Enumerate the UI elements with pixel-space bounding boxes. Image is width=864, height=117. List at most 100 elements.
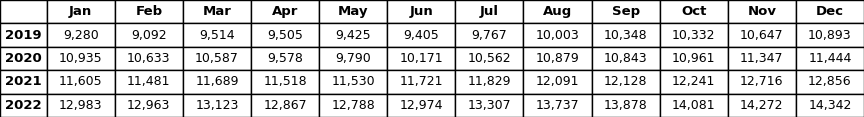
Text: 13,878: 13,878	[604, 99, 647, 112]
Text: Aug: Aug	[543, 5, 572, 18]
Text: 12,963: 12,963	[127, 99, 170, 112]
Bar	[115, 70, 183, 94]
Text: 9,767: 9,767	[472, 29, 507, 42]
Bar	[455, 94, 524, 117]
Bar	[727, 0, 796, 23]
Bar	[524, 23, 592, 47]
Text: 10,003: 10,003	[536, 29, 580, 42]
Bar	[727, 47, 796, 70]
Bar	[660, 47, 727, 70]
Text: 9,578: 9,578	[267, 52, 303, 65]
Text: 10,893: 10,893	[808, 29, 852, 42]
Text: Apr: Apr	[272, 5, 298, 18]
Text: 10,348: 10,348	[604, 29, 647, 42]
Bar	[0, 70, 47, 94]
Text: 10,961: 10,961	[672, 52, 715, 65]
Text: 12,867: 12,867	[264, 99, 307, 112]
Bar	[183, 70, 251, 94]
Bar	[115, 47, 183, 70]
Text: 9,790: 9,790	[335, 52, 371, 65]
Bar	[796, 47, 864, 70]
Text: 11,530: 11,530	[332, 75, 375, 88]
Text: 12,128: 12,128	[604, 75, 647, 88]
Bar	[592, 70, 660, 94]
Text: Oct: Oct	[681, 5, 707, 18]
Bar	[727, 94, 796, 117]
Bar	[592, 0, 660, 23]
Bar	[660, 94, 727, 117]
Text: 11,481: 11,481	[127, 75, 170, 88]
Bar	[319, 70, 387, 94]
Text: 9,514: 9,514	[199, 29, 235, 42]
Text: 12,241: 12,241	[672, 75, 715, 88]
Bar	[0, 47, 47, 70]
Bar	[727, 23, 796, 47]
Text: 2019: 2019	[5, 29, 41, 42]
Text: Jun: Jun	[410, 5, 433, 18]
Text: Mar: Mar	[202, 5, 232, 18]
Bar	[115, 23, 183, 47]
Text: 13,737: 13,737	[536, 99, 579, 112]
Text: 11,444: 11,444	[808, 52, 852, 65]
Text: Nov: Nov	[747, 5, 777, 18]
Bar	[47, 94, 115, 117]
Bar	[251, 70, 319, 94]
Bar	[592, 94, 660, 117]
Bar	[387, 47, 455, 70]
Text: 10,843: 10,843	[604, 52, 647, 65]
Text: 9,505: 9,505	[267, 29, 303, 42]
Text: 11,689: 11,689	[195, 75, 238, 88]
Bar	[251, 94, 319, 117]
Bar	[251, 23, 319, 47]
Bar	[251, 0, 319, 23]
Text: 11,605: 11,605	[59, 75, 103, 88]
Text: 13,123: 13,123	[195, 99, 238, 112]
Bar	[319, 23, 387, 47]
Bar	[524, 70, 592, 94]
Text: 10,332: 10,332	[672, 29, 715, 42]
Bar	[592, 47, 660, 70]
Bar	[47, 70, 115, 94]
Text: 10,171: 10,171	[399, 52, 443, 65]
Bar	[796, 94, 864, 117]
Text: May: May	[338, 5, 368, 18]
Text: 10,647: 10,647	[740, 29, 784, 42]
Bar	[183, 47, 251, 70]
Bar	[455, 47, 524, 70]
Text: 10,633: 10,633	[127, 52, 170, 65]
Text: 12,788: 12,788	[331, 99, 375, 112]
Bar	[455, 0, 524, 23]
Bar	[183, 94, 251, 117]
Text: Dec: Dec	[816, 5, 844, 18]
Text: Sep: Sep	[612, 5, 639, 18]
Text: 14,272: 14,272	[740, 99, 784, 112]
Bar	[47, 47, 115, 70]
Bar	[387, 23, 455, 47]
Text: Feb: Feb	[136, 5, 162, 18]
Text: 2021: 2021	[5, 75, 41, 88]
Bar	[251, 47, 319, 70]
Text: 12,716: 12,716	[740, 75, 784, 88]
Bar	[455, 23, 524, 47]
Bar	[0, 0, 47, 23]
Bar	[47, 23, 115, 47]
Text: 2022: 2022	[5, 99, 41, 112]
Text: 11,518: 11,518	[264, 75, 307, 88]
Text: 11,721: 11,721	[399, 75, 443, 88]
Text: 13,307: 13,307	[467, 99, 511, 112]
Bar	[183, 0, 251, 23]
Text: 10,879: 10,879	[536, 52, 580, 65]
Bar	[319, 94, 387, 117]
Bar	[183, 23, 251, 47]
Bar	[524, 0, 592, 23]
Bar	[660, 0, 727, 23]
Text: 9,405: 9,405	[403, 29, 439, 42]
Text: 14,081: 14,081	[672, 99, 715, 112]
Bar	[319, 47, 387, 70]
Text: 12,091: 12,091	[536, 75, 579, 88]
Text: 2020: 2020	[5, 52, 41, 65]
Bar	[796, 70, 864, 94]
Bar	[796, 23, 864, 47]
Bar	[660, 70, 727, 94]
Bar	[0, 23, 47, 47]
